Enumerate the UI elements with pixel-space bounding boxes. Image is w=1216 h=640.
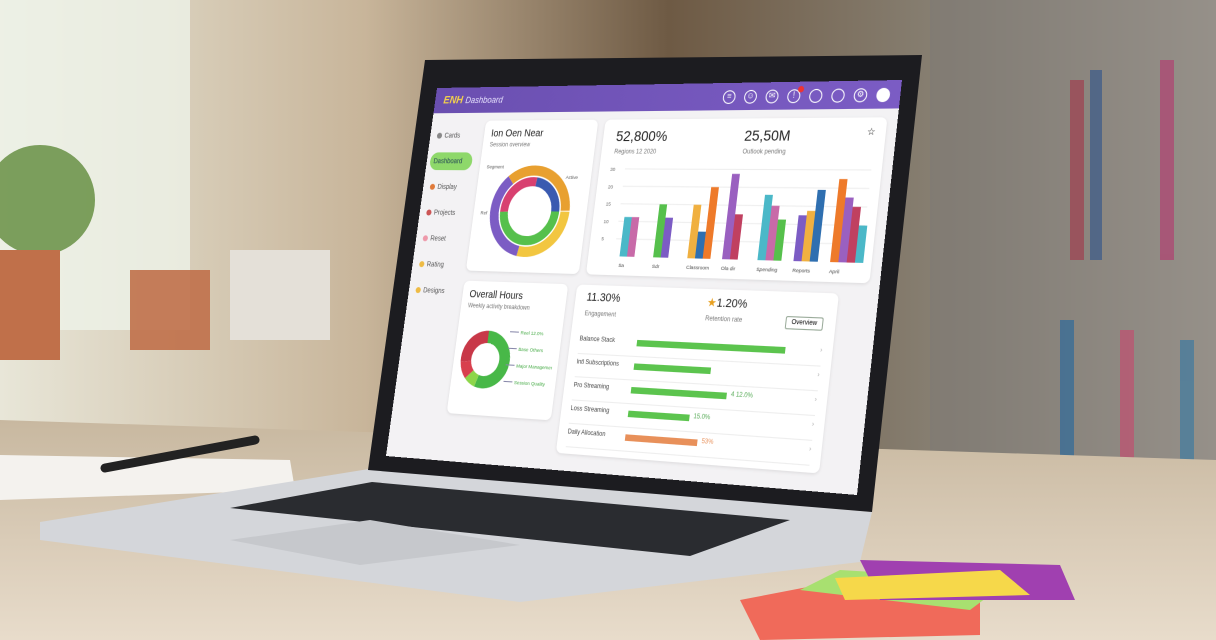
legend-label: Base Others — [518, 346, 543, 353]
gridline — [621, 204, 868, 207]
notebook — [0, 455, 295, 500]
leader-line — [504, 381, 513, 382]
y-tick-label: 15 — [605, 201, 611, 207]
sidebar-item-rating[interactable]: Rating — [414, 251, 460, 278]
card-title: Overall Hours — [468, 288, 524, 303]
card-title: Ion Oen Near — [490, 128, 544, 140]
donut-slice[interactable] — [464, 361, 471, 374]
y-tick-label: 5 — [601, 236, 605, 242]
keyboard — [230, 482, 790, 556]
stat-label: Engagement — [584, 311, 617, 319]
x-tick-label: April — [829, 268, 840, 275]
svg-text:Ref: Ref — [480, 210, 488, 216]
stat-value: ★1.20% — [706, 296, 749, 312]
progress-bar — [624, 434, 698, 447]
stat-value: 11.30% — [585, 291, 622, 306]
avatar-icon[interactable] — [875, 87, 891, 102]
plant — [0, 145, 95, 255]
row-value: 4 12.0% — [730, 391, 754, 400]
sidebar-item-reset[interactable]: Reset — [418, 225, 464, 252]
pen — [100, 435, 260, 473]
x-tick-label: Spending — [756, 266, 778, 273]
bar-chart-card: 52,800% Regions 12 2020 25,50M Outlook p… — [585, 117, 888, 284]
y-tick-label: 10 — [603, 218, 609, 224]
circle-icon[interactable] — [808, 88, 824, 103]
x-tick-label: Reports — [792, 267, 810, 274]
donut-slice[interactable] — [466, 336, 488, 362]
sidebar-item-display[interactable]: Display — [425, 174, 471, 200]
notification-icon[interactable]: ! — [786, 88, 802, 103]
sidebar-item-dashboard[interactable]: Dashboard — [428, 152, 474, 171]
chevron-right-icon[interactable]: › — [817, 372, 820, 380]
user-icon[interactable]: ☺ — [743, 89, 758, 104]
legend-label: Reel 12.0% — [520, 330, 544, 337]
overview-button[interactable]: Overview — [784, 315, 824, 331]
row-label: Daily Allocation — [567, 429, 606, 439]
donut-chart: Reel 12.0% Base Others Major Management Ses… — [455, 309, 556, 407]
gridline — [623, 186, 870, 188]
svg-text:Segment: Segment — [486, 164, 505, 170]
y-tick-label: 20 — [608, 183, 614, 189]
progress-bar — [627, 410, 690, 422]
donut-slice[interactable] — [468, 374, 477, 381]
overview-card: Ion Oen Near Session overview Segment Ac… — [465, 119, 599, 275]
progress-card: 11.30% Engagement ★1.20% Retention rate … — [555, 284, 839, 474]
y-tick-label: 30 — [610, 166, 616, 172]
progress-bar — [630, 386, 728, 400]
row-value: 15.0% — [693, 413, 711, 422]
x-tick-label: Classroom — [686, 264, 710, 271]
x-tick-label: Sa — [618, 262, 625, 268]
x-tick-label: Ola dir — [721, 265, 737, 272]
chevron-right-icon[interactable]: › — [811, 421, 815, 429]
row-label: Loss Streaming — [570, 405, 610, 415]
svg-text:Active: Active — [565, 174, 579, 180]
row-label: Pro Streaming — [573, 382, 610, 391]
x-tick-label: Sdr — [652, 263, 661, 269]
pie-card: Overall Hours Weekly activity breakdown … — [447, 280, 569, 421]
row-label: Balance Stack — [579, 336, 616, 345]
progress-bar — [633, 363, 712, 375]
chat-icon[interactable]: ✉ — [764, 88, 780, 103]
row-label: Intl Subscriptions — [576, 359, 620, 368]
chevron-right-icon[interactable]: › — [808, 446, 812, 454]
laptop-screen: ENHDashboard ≡ ☺ ✉ ! ⚙ Cards Dashboard D… — [385, 79, 902, 495]
settings-icon[interactable]: ⚙ — [853, 87, 869, 102]
menu-icon[interactable]: ≡ — [722, 89, 737, 104]
sidebar-item-cards[interactable]: Cards — [432, 123, 477, 149]
app-logo[interactable]: ENHDashboard — [442, 94, 504, 107]
legend-label: Major Management — [516, 363, 556, 371]
sidebar-item-projects[interactable]: Projects — [421, 200, 467, 227]
bar-chart: 30 20 15 10 5 Sa Sdr Classroom Ola dir Spending Re… — [601, 166, 888, 275]
chevron-right-icon[interactable]: › — [814, 396, 818, 404]
stat-label: Retention rate — [704, 315, 743, 325]
row-value: 53% — [701, 438, 714, 447]
chevron-right-icon[interactable]: › — [819, 347, 823, 355]
sidebar-item-designs[interactable]: Designs — [411, 277, 457, 305]
radial-chart: Segment Active Ref — [474, 148, 587, 261]
progress-bar — [636, 339, 786, 354]
gridline — [625, 169, 871, 170]
legend-label: Session Quality — [514, 379, 547, 387]
trackpad[interactable] — [230, 520, 520, 565]
circle-icon[interactable] — [830, 87, 846, 103]
